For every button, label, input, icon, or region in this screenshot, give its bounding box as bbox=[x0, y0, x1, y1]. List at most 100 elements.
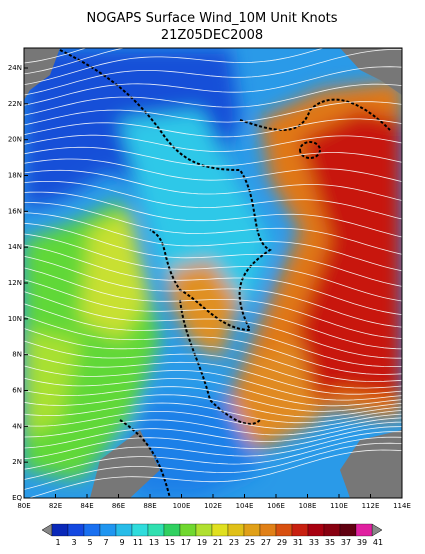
colorbar-label: 19 bbox=[197, 538, 207, 547]
streamline bbox=[24, 386, 402, 412]
lon-label: 114E bbox=[393, 502, 411, 510]
colorbar-box bbox=[147, 523, 165, 537]
lat-label: 24N bbox=[8, 64, 22, 72]
streamline bbox=[24, 244, 402, 315]
streamline bbox=[24, 146, 402, 167]
streamline bbox=[27, 449, 402, 498]
streamline bbox=[24, 181, 402, 220]
lon-label: 80E bbox=[17, 502, 30, 510]
streamline bbox=[24, 402, 402, 424]
colorbar-box bbox=[115, 523, 133, 537]
colorbar-box bbox=[163, 523, 181, 537]
lat-label: 20N bbox=[8, 136, 22, 144]
colorbar-box bbox=[355, 523, 373, 537]
streamline bbox=[24, 303, 402, 367]
colorbar-label: 37 bbox=[341, 538, 351, 547]
colorbar-label: 33 bbox=[309, 538, 319, 547]
streamline bbox=[24, 442, 402, 490]
streamline bbox=[24, 421, 402, 449]
colorbar-label: 7 bbox=[103, 538, 108, 547]
lat-label: EQ bbox=[12, 494, 22, 502]
lat-label: 22N bbox=[8, 100, 22, 108]
colorbar-box bbox=[323, 523, 341, 537]
colorbar-box bbox=[291, 523, 309, 537]
streamline bbox=[24, 353, 402, 395]
lon-label: 106E bbox=[267, 502, 285, 510]
streamline bbox=[24, 118, 402, 138]
streamline bbox=[24, 169, 402, 201]
streamline bbox=[24, 48, 259, 75]
streamlines bbox=[24, 48, 402, 498]
streamline bbox=[24, 48, 325, 85]
colorbar-box bbox=[83, 523, 101, 537]
lon-label: 82E bbox=[49, 502, 62, 510]
colorbar-box bbox=[243, 523, 261, 537]
colorbar-box bbox=[307, 523, 325, 537]
streamline bbox=[24, 49, 402, 96]
streamline bbox=[24, 365, 402, 401]
streamline bbox=[24, 255, 402, 328]
streamline bbox=[24, 233, 402, 302]
subtitle: 21Z05DEC2008 bbox=[161, 28, 263, 43]
colorbar-label: 39 bbox=[357, 538, 367, 547]
streamline bbox=[24, 134, 402, 152]
lon-label: 100E bbox=[173, 502, 191, 510]
streamline bbox=[24, 101, 402, 126]
streamline bbox=[24, 291, 402, 359]
streamline bbox=[24, 191, 402, 238]
colorbar-label: 3 bbox=[71, 538, 76, 547]
streamline bbox=[24, 267, 402, 339]
colorbar-box bbox=[99, 523, 117, 537]
streamline bbox=[24, 279, 402, 350]
colorbar-label: 17 bbox=[181, 538, 191, 547]
lon-label: 84E bbox=[80, 502, 93, 510]
colorbar-label: 13 bbox=[149, 538, 159, 547]
colorbar-label: 35 bbox=[325, 538, 335, 547]
map-field bbox=[24, 48, 402, 498]
streamline bbox=[24, 417, 402, 438]
streamline bbox=[24, 315, 402, 375]
colorbar-box bbox=[211, 523, 229, 537]
streamline bbox=[24, 66, 402, 106]
colorbar-box bbox=[51, 523, 69, 537]
colorbar-box bbox=[227, 523, 245, 537]
lat-label: 8N bbox=[12, 351, 22, 359]
colorbar-label: 9 bbox=[119, 538, 124, 547]
lat-label: 2N bbox=[12, 458, 22, 466]
lon-label: 104E bbox=[236, 502, 254, 510]
colorbar-label: 1 bbox=[55, 538, 60, 547]
streamline bbox=[24, 426, 402, 460]
colorbar-label: 27 bbox=[261, 538, 271, 547]
streamline bbox=[24, 328, 402, 382]
streamline bbox=[24, 202, 402, 255]
streamline bbox=[24, 340, 402, 389]
lon-label: 102E bbox=[204, 502, 222, 510]
streamline bbox=[24, 431, 402, 470]
lat-label: 16N bbox=[8, 207, 22, 215]
streamline bbox=[24, 212, 402, 272]
lat-label: 10N bbox=[8, 315, 22, 323]
lon-label: 86E bbox=[112, 502, 125, 510]
streamline bbox=[24, 394, 402, 418]
lat-label: 18N bbox=[8, 172, 22, 180]
lon-label: 108E bbox=[299, 502, 317, 510]
colorbar-label: 21 bbox=[213, 538, 223, 547]
colorbar-box bbox=[67, 523, 85, 537]
streamline bbox=[24, 377, 402, 407]
colorbar-box bbox=[195, 523, 213, 537]
colorbar-box bbox=[259, 523, 277, 537]
lon-label: 88E bbox=[143, 502, 156, 510]
colorbar-label: 41 bbox=[373, 538, 383, 547]
colorbar-label: 15 bbox=[165, 538, 175, 547]
streamline bbox=[24, 158, 402, 182]
colorbar-label: 11 bbox=[133, 538, 143, 547]
colorbar-box bbox=[179, 523, 197, 537]
lon-label: 112E bbox=[362, 502, 380, 510]
colorbar-label: 5 bbox=[87, 538, 92, 547]
streamline bbox=[24, 436, 402, 480]
colorbar-box bbox=[275, 523, 293, 537]
title: NOGAPS Surface Wind_10M Unit Knots bbox=[86, 11, 337, 26]
colorbar-label: 23 bbox=[229, 538, 239, 547]
streamline bbox=[24, 83, 402, 116]
